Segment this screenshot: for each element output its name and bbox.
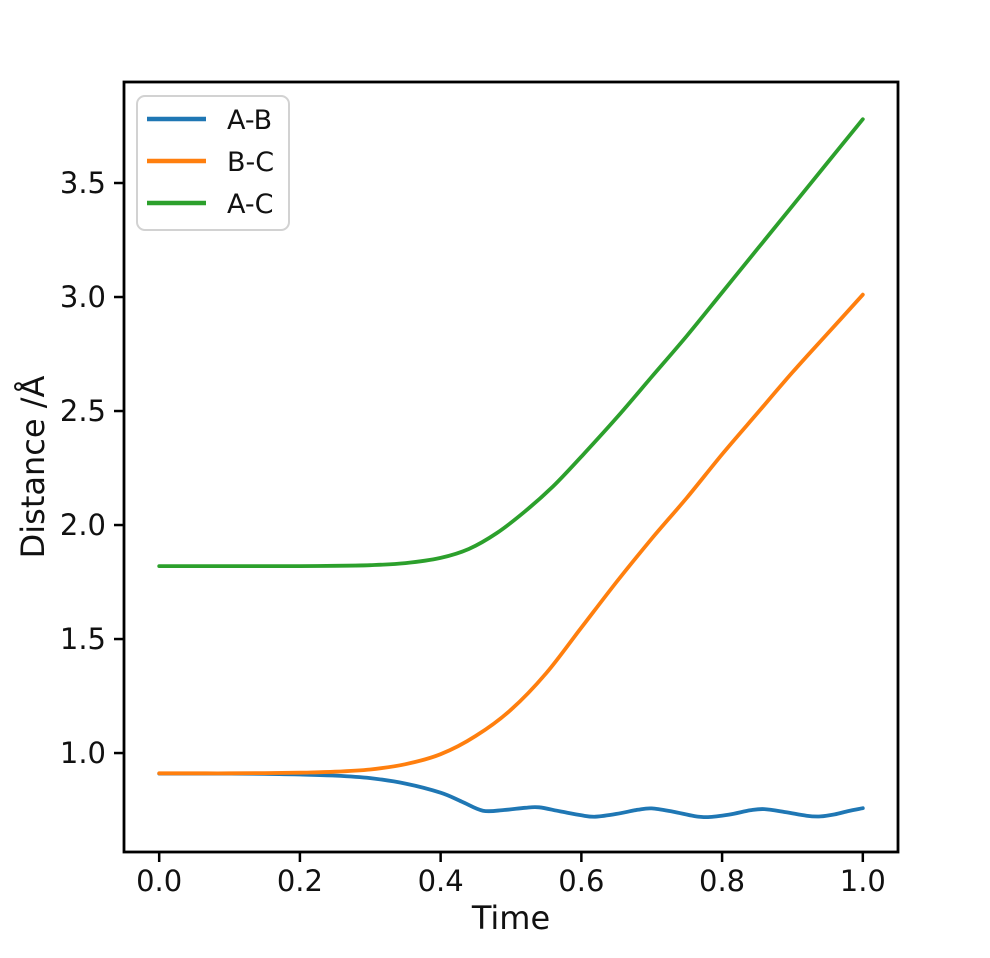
series-line-a-b [157, 771, 865, 820]
legend-label: B-C [227, 147, 274, 178]
y-tick-label: 1.5 [60, 622, 106, 656]
x-tick-label: 0.8 [699, 864, 745, 898]
x-axis-label: Time [471, 899, 550, 937]
y-axis: 1.0 1.5 2.0 2.5 3.0 3.5 [60, 166, 124, 770]
x-tick-label: 1.0 [840, 864, 886, 898]
x-tick-label: 0.2 [277, 864, 323, 898]
x-axis: 0.0 0.2 0.4 0.6 0.8 1.0 [136, 852, 886, 898]
x-tick-label: 0.0 [136, 864, 182, 898]
series-line-b-c [157, 292, 865, 776]
series-lines [157, 117, 865, 820]
y-tick-label: 2.5 [60, 394, 106, 428]
legend-label: A-B [227, 105, 272, 136]
plot-border [122, 80, 900, 854]
y-axis-label: Distance /Å [14, 376, 52, 559]
y-tick-label: 3.5 [60, 166, 106, 200]
legend-label: A-C [227, 189, 273, 220]
legend: A-B B-C A-C [136, 95, 290, 231]
series-line-a-c [157, 117, 865, 569]
legend-box [136, 95, 290, 231]
y-tick-label: 2.0 [60, 508, 106, 542]
x-tick-label: 0.6 [558, 864, 604, 898]
y-tick-label: 3.0 [60, 280, 106, 314]
x-tick-label: 0.4 [418, 864, 464, 898]
y-tick-label: 1.0 [60, 736, 106, 770]
